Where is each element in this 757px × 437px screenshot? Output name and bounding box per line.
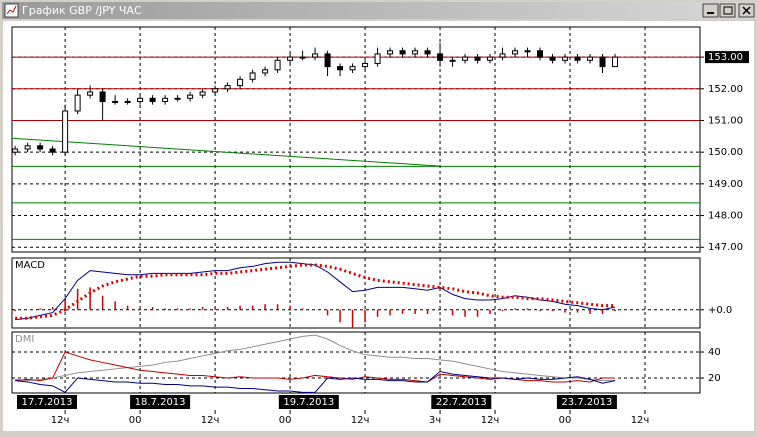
y-tick-label: 152.00	[708, 84, 743, 95]
x-tick-label: 12ч	[351, 415, 370, 426]
signal-line	[15, 263, 616, 320]
date-label-box	[278, 395, 339, 409]
candle-body	[412, 50, 419, 55]
title-bar	[2, 2, 755, 19]
x-tick-label: 12ч	[631, 415, 650, 426]
y-tick-label: 151.00	[708, 115, 743, 126]
candle-body	[312, 53, 319, 58]
x-tick-label: 3ч	[429, 415, 441, 426]
y-tick-label: 40	[708, 347, 721, 358]
candle-body	[599, 56, 606, 68]
date-label: 23.7.2013	[561, 397, 612, 408]
app-icon-glyph	[6, 5, 17, 15]
candle-body	[499, 53, 506, 58]
panel	[11, 257, 701, 329]
candle-body	[287, 56, 294, 61]
y-tick-label: 20	[708, 373, 721, 384]
x-tick-label: 12ч	[51, 415, 70, 426]
x-tick-label: 12ч	[201, 415, 220, 426]
candle-body	[87, 91, 94, 96]
date-label-box	[130, 395, 191, 409]
panel-label: MACD	[15, 260, 45, 271]
date-label: 18.7.2013	[135, 397, 186, 408]
x-tick-label: 12ч	[481, 415, 500, 426]
candle-body	[562, 56, 569, 61]
candle-body	[24, 145, 31, 150]
date-label-box	[431, 395, 492, 409]
candle-body	[162, 97, 169, 102]
x-tick-label: 00	[129, 415, 142, 426]
panel	[11, 26, 701, 253]
y-tick-label: 150.00	[708, 147, 743, 158]
x-tick-label: 00	[279, 415, 292, 426]
candle-body	[424, 50, 431, 55]
window-title: График GBP /JPY ЧАС	[22, 4, 142, 17]
date-label: 17.7.2013	[22, 397, 73, 408]
trend-line	[11, 137, 441, 167]
indicator-line	[15, 334, 616, 382]
candle-body	[274, 59, 281, 71]
x-tick-label: 00	[559, 415, 572, 426]
candle-body	[362, 62, 369, 68]
candle-body	[349, 66, 356, 71]
candle-body	[12, 148, 19, 153]
maximize-button[interactable]	[719, 3, 736, 18]
candle-body	[99, 91, 106, 102]
candle-body	[537, 50, 544, 58]
y-tick-label: 147.00	[708, 242, 743, 253]
candle-body	[174, 97, 181, 100]
panel	[11, 331, 701, 394]
y-tick-label: +0.0	[708, 305, 732, 316]
panel-label: DMI	[15, 334, 34, 345]
y-tick-label: 153.00	[708, 52, 743, 63]
candle-body	[249, 72, 256, 80]
candle-body	[462, 56, 469, 61]
candle-body	[399, 50, 406, 55]
candle-body	[37, 145, 44, 150]
y-tick-label: 149.00	[708, 179, 743, 190]
maximize-glyph	[723, 6, 733, 15]
candle-body	[137, 97, 144, 102]
minimize-button[interactable]	[702, 3, 719, 18]
candle-body	[387, 50, 394, 55]
date-label-box	[16, 395, 77, 409]
candle-body	[199, 91, 206, 96]
candle-body	[149, 97, 156, 102]
candle-body	[299, 56, 306, 59]
window-buttons[interactable]	[702, 3, 755, 18]
candle-body	[337, 66, 344, 71]
candle-body	[324, 53, 331, 68]
candle-body	[474, 56, 481, 61]
y-tick-label: 148.00	[708, 211, 743, 222]
candle-body	[549, 56, 556, 61]
candle-body	[374, 53, 381, 64]
candle-body	[587, 56, 594, 61]
close-glyph	[742, 6, 751, 15]
candle-body	[574, 56, 581, 61]
candle-body	[449, 59, 456, 62]
date-label: 22.7.2013	[436, 397, 487, 408]
candle-body	[487, 56, 494, 61]
candle-body	[262, 69, 269, 74]
candle-body	[187, 94, 194, 99]
candle-body	[512, 50, 519, 55]
current-price-box	[705, 51, 749, 64]
candle-body	[524, 50, 531, 53]
candle-body	[212, 88, 219, 93]
candle-body	[237, 78, 244, 87]
candle-body	[224, 85, 231, 90]
date-label-box	[556, 395, 617, 409]
candle-body	[612, 56, 619, 68]
candle-body	[74, 94, 81, 112]
indicator-line	[15, 371, 616, 393]
candle-body	[437, 53, 444, 61]
candle-body	[112, 100, 119, 103]
candle-body	[49, 148, 56, 153]
candle-body	[62, 110, 69, 153]
date-label: 19.7.2013	[283, 397, 334, 408]
candle-body	[124, 100, 131, 103]
